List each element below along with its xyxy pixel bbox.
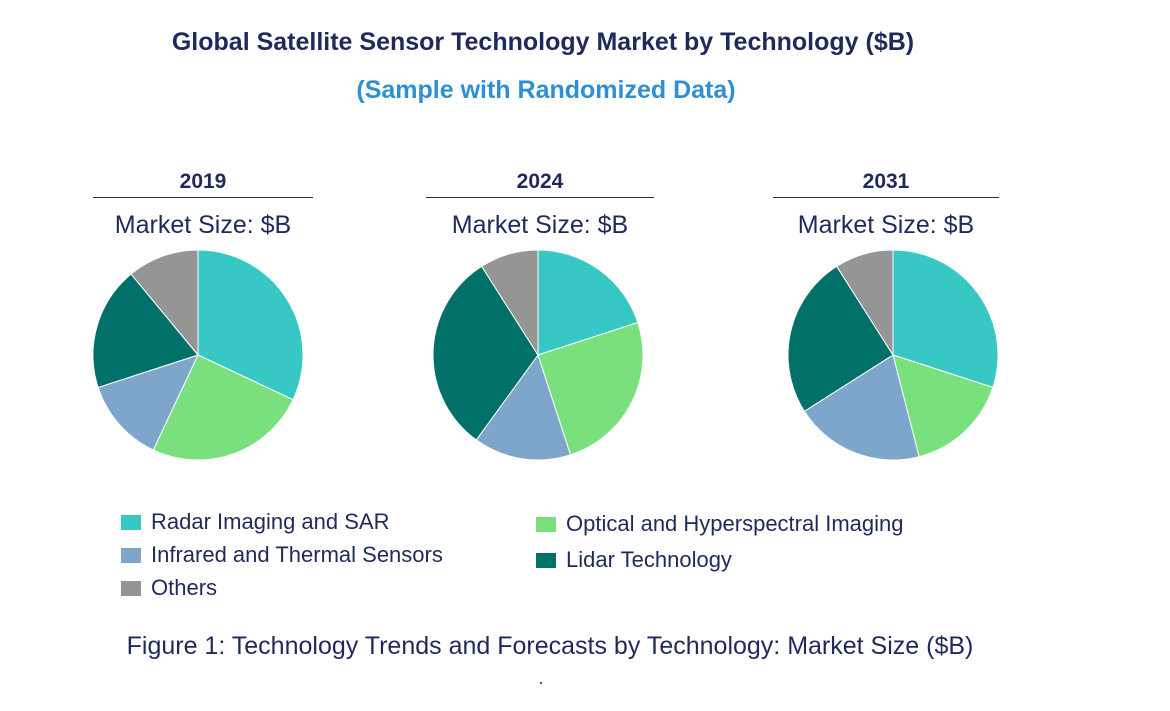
pie-2019 [92, 249, 304, 461]
pie-slice-2019-radar [197, 249, 304, 401]
legend-swatch-others [121, 580, 141, 596]
legend-label-optical: Optical and Hyperspectral Imaging [566, 511, 904, 536]
market-size-label-2031: Market Size: $B [797, 211, 975, 239]
pie-2024 [432, 249, 644, 461]
legend-item-others: Others [121, 575, 217, 601]
legend-item-radar: Radar Imaging and SAR [121, 509, 389, 535]
pie-slice-2024-radar [537, 249, 639, 356]
pie-slice-2031-optical [892, 354, 994, 458]
legend-swatch-radar [121, 514, 141, 530]
legend-swatch-infrared [121, 547, 141, 563]
chart-subtitle: (Sample with Randomized Data) [356, 76, 736, 104]
year-divider-2031 [773, 197, 999, 198]
pie-slice-2024-infrared [475, 353, 572, 461]
legend-label-lidar: Lidar Technology [566, 547, 732, 572]
pie-slice-2019-lidar [92, 273, 199, 389]
legend-label-infrared: Infrared and Thermal Sensors [151, 542, 443, 567]
legend-item-optical: Optical and Hyperspectral Imaging [536, 511, 904, 537]
pie-slice-2031-lidar [787, 265, 894, 412]
market-size-label-2019: Market Size: $B [114, 211, 292, 239]
market-size-label-2024: Market Size: $B [451, 211, 629, 239]
legend-label-radar: Radar Imaging and SAR [151, 509, 390, 534]
legend-item-lidar: Lidar Technology [536, 547, 732, 573]
pie-slice-2031-infrared [803, 354, 920, 461]
year-label-2024: 2024 [516, 170, 564, 193]
pie-slice-2031-radar [892, 249, 999, 389]
chart-title: Global Satellite Sensor Technology Marke… [171, 28, 915, 56]
pie-slice-2024-lidar [432, 265, 539, 441]
legend-label-others: Others [151, 575, 218, 600]
figure-caption: Figure 1: Technology Trends and Forecast… [126, 632, 974, 660]
stray-dot [540, 682, 542, 684]
pie-slice-2031-others [836, 249, 894, 357]
pie-slice-2024-others [481, 249, 539, 357]
pie-slice-2019-others [130, 249, 199, 357]
year-divider-2024 [426, 197, 654, 198]
year-label-2019: 2019 [179, 170, 227, 193]
legend-item-infrared: Infrared and Thermal Sensors [121, 542, 443, 568]
pie-2031 [787, 249, 999, 461]
legend-swatch-optical [536, 516, 556, 532]
legend-swatch-lidar [536, 552, 556, 568]
year-divider-2019 [93, 197, 313, 198]
pie-slice-2024-optical [537, 321, 644, 456]
year-label-2031: 2031 [862, 170, 910, 193]
pie-slice-2019-optical [152, 354, 294, 461]
pie-slice-2019-infrared [97, 354, 199, 451]
